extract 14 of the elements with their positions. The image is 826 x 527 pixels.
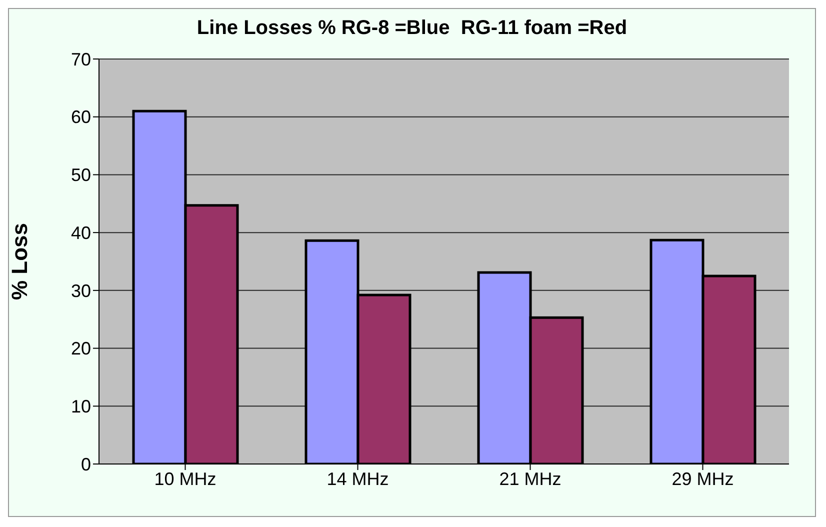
chart-title: Line Losses % RG-8 =Blue RG-11 foam =Red bbox=[196, 17, 628, 40]
y-tick-label: 40 bbox=[70, 222, 91, 243]
y-tick-label: 30 bbox=[70, 280, 91, 301]
y-tick-label: 70 bbox=[70, 49, 91, 70]
x-tick-label: 21 MHz bbox=[499, 468, 562, 489]
y-tick-label: 0 bbox=[80, 454, 91, 474]
y-tick-label: 60 bbox=[70, 107, 91, 128]
y-tick-label: 50 bbox=[70, 165, 91, 186]
x-tick-label: 10 MHz bbox=[154, 468, 216, 489]
x-tick-label: 29 MHz bbox=[672, 468, 734, 489]
y-tick-label: 10 bbox=[70, 396, 91, 417]
y-tick-label: 20 bbox=[70, 338, 91, 359]
x-tick-label: 14 MHz bbox=[326, 468, 389, 489]
y-axis-title: % Loss bbox=[6, 222, 32, 300]
